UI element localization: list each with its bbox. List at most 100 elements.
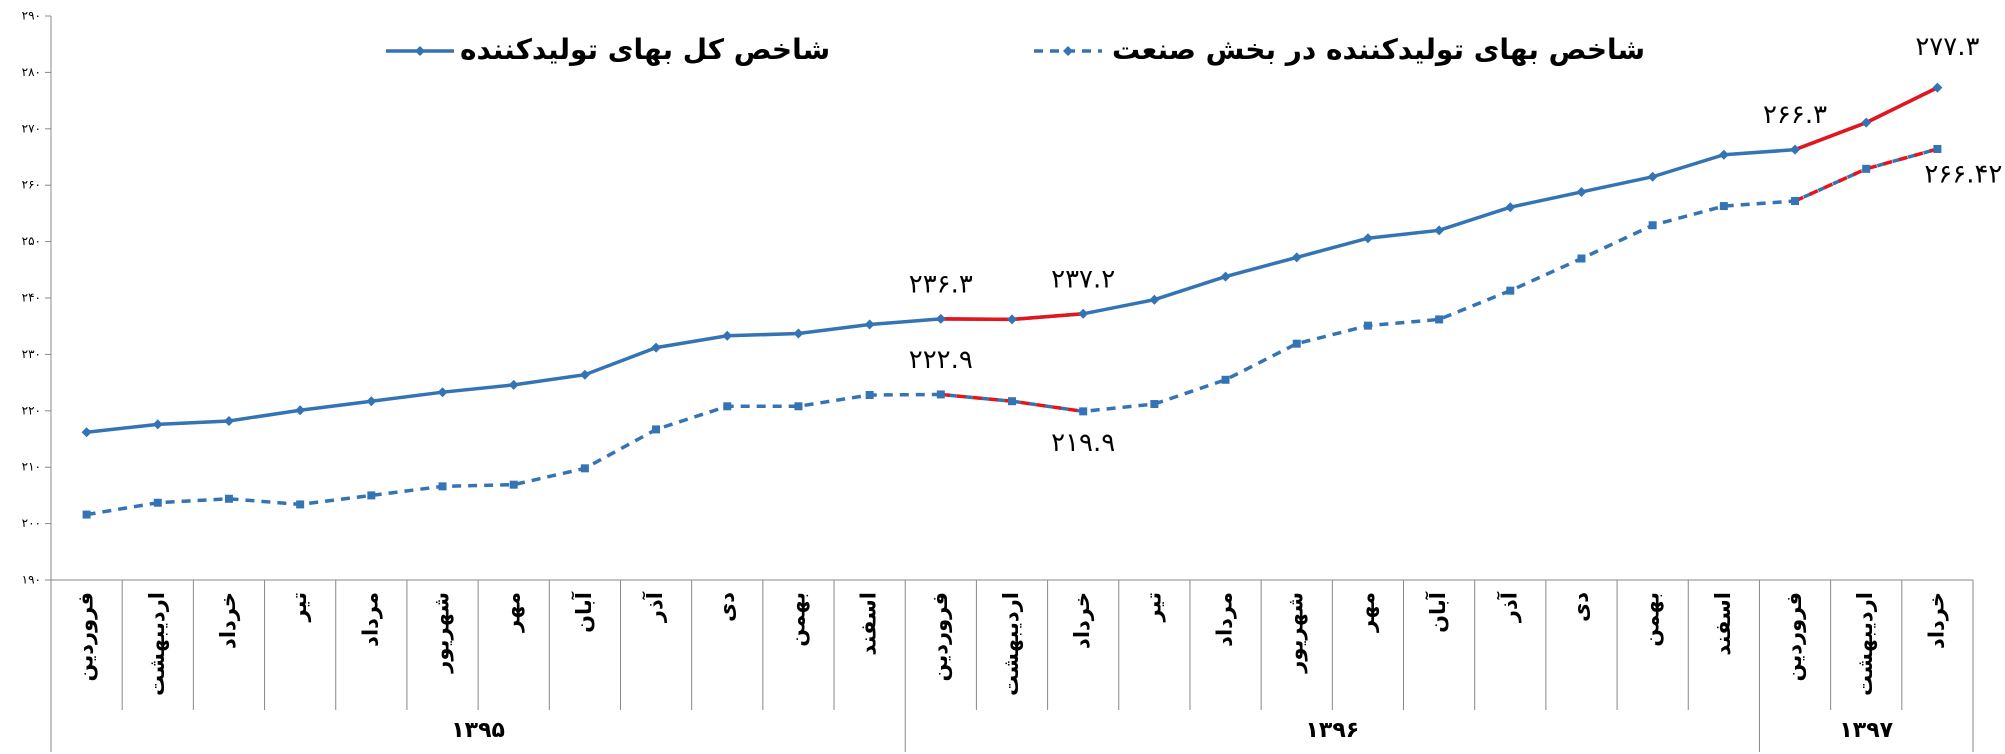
- point-marker: [1078, 308, 1089, 319]
- point-marker: [723, 402, 732, 411]
- point-marker: [1220, 271, 1231, 282]
- point-marker: [793, 328, 804, 339]
- point-marker: [1933, 144, 1942, 153]
- point-marker: [1434, 225, 1445, 236]
- point-marker: [509, 480, 518, 489]
- x-tick-label: آذر: [642, 591, 667, 623]
- point-marker: [935, 313, 946, 324]
- data-label: ۲۳۶.۳: [909, 269, 973, 299]
- series-line: [86, 147, 1938, 517]
- x-tick-label: مهر: [501, 592, 525, 633]
- x-tick-label: بهمن: [785, 592, 809, 647]
- legend-label: شاخص کل بهای تولیدکننده: [460, 33, 830, 66]
- point-marker: [1292, 339, 1301, 348]
- point-marker: [1718, 149, 1729, 160]
- point-marker: [366, 396, 377, 407]
- data-label: ۲۱۹.۹: [1051, 428, 1115, 458]
- legend-marker: [415, 46, 425, 56]
- x-tick-label: اسفند: [857, 592, 881, 656]
- point-marker: [652, 425, 661, 434]
- y-tick-label: ۲۳۰: [22, 347, 41, 361]
- x-tick-label: خرداد: [216, 592, 240, 649]
- x-tick-label: فروردین: [928, 592, 952, 682]
- point-marker: [1291, 252, 1302, 263]
- point-marker: [152, 419, 163, 430]
- y-tick-label: ۲۲۰: [22, 403, 41, 417]
- point-marker: [1577, 254, 1586, 263]
- point-marker: [936, 390, 945, 399]
- point-marker: [794, 402, 803, 411]
- y-tick-label: ۲۷۰: [22, 121, 41, 135]
- point-marker: [1363, 321, 1372, 330]
- point-marker: [1150, 400, 1159, 409]
- x-tick-label: شهریور: [1284, 592, 1308, 674]
- x-tick-label: فروردین: [1782, 592, 1806, 682]
- point-marker: [1008, 397, 1016, 406]
- x-tick-label: اردیبهشت: [999, 592, 1023, 696]
- point-marker: [1362, 233, 1373, 244]
- x-tick-label: دی: [714, 592, 738, 622]
- y-tick-label: ۲۴۰: [22, 291, 41, 305]
- data-label: ۲۷۷.۳: [1915, 32, 1979, 62]
- year-label: ۱۳۹۷: [1839, 718, 1893, 743]
- point-marker: [1862, 164, 1871, 173]
- x-tick-label: خرداد: [1924, 592, 1948, 649]
- point-marker: [580, 464, 589, 473]
- x-tick-label: آبان: [1425, 591, 1450, 633]
- data-label: ۲۶۶.۳: [1763, 100, 1827, 130]
- highlight-line: [1794, 147, 1938, 203]
- point-marker: [651, 342, 662, 353]
- point-marker: [437, 387, 448, 398]
- y-tick-label: ۲۰۰: [22, 516, 41, 530]
- x-tick-label: مرداد: [358, 592, 382, 647]
- year-label: ۱۳۹۶: [1305, 718, 1359, 743]
- y-tick-label: ۲۶۰: [22, 178, 41, 192]
- point-marker: [1221, 375, 1230, 384]
- point-marker: [1647, 171, 1658, 182]
- point-marker: [367, 491, 376, 500]
- point-marker: [82, 510, 91, 519]
- legend-label: شاخص بهای تولیدکننده در بخش صنعت: [1112, 33, 1645, 66]
- point-marker: [1932, 82, 1943, 93]
- point-marker: [1007, 314, 1017, 325]
- data-label: ۲۶۶.۴۲: [1924, 159, 2002, 189]
- data-label: ۲۲۲.۹: [909, 345, 973, 375]
- x-tick-label: شهریور: [430, 592, 454, 674]
- point-marker: [223, 415, 234, 426]
- legend-marker: [1063, 46, 1073, 56]
- series-line: [86, 86, 1939, 434]
- x-tick-label: مرداد: [1213, 592, 1237, 647]
- point-marker: [1079, 407, 1088, 416]
- point-marker: [224, 494, 233, 503]
- point-marker: [1791, 196, 1800, 205]
- x-tick-label: فروردین: [74, 592, 98, 682]
- point-marker: [1505, 202, 1516, 213]
- x-tick-label: اردیبهشت: [145, 592, 169, 696]
- x-tick-label: اردیبهشت: [1853, 592, 1877, 696]
- y-tick-label: ۲۱۰: [22, 460, 41, 474]
- point-marker: [579, 369, 590, 380]
- x-tick-label: تیر: [287, 592, 311, 623]
- x-tick-label: بهمن: [1640, 592, 1664, 647]
- point-marker: [1149, 294, 1160, 305]
- x-tick-label: آذر: [1496, 591, 1521, 623]
- y-tick-label: ۲۹۰: [22, 9, 41, 23]
- point-marker: [81, 427, 92, 438]
- x-tick-label: مهر: [1355, 592, 1379, 633]
- point-marker: [438, 482, 447, 491]
- point-marker: [1648, 221, 1657, 230]
- point-marker: [1576, 186, 1587, 197]
- point-marker: [864, 319, 875, 330]
- point-marker: [1719, 202, 1728, 211]
- y-tick-label: ۲۵۰: [22, 234, 41, 248]
- point-marker: [296, 500, 305, 509]
- point-marker: [865, 391, 874, 400]
- year-label: ۱۳۹۵: [451, 718, 505, 743]
- x-tick-label: خرداد: [1070, 592, 1094, 649]
- point-marker: [153, 498, 162, 507]
- data-label: ۲۳۷.۲: [1051, 264, 1115, 294]
- x-tick-label: تیر: [1141, 592, 1165, 623]
- point-marker: [722, 330, 733, 341]
- x-tick-label: اسفند: [1711, 592, 1735, 656]
